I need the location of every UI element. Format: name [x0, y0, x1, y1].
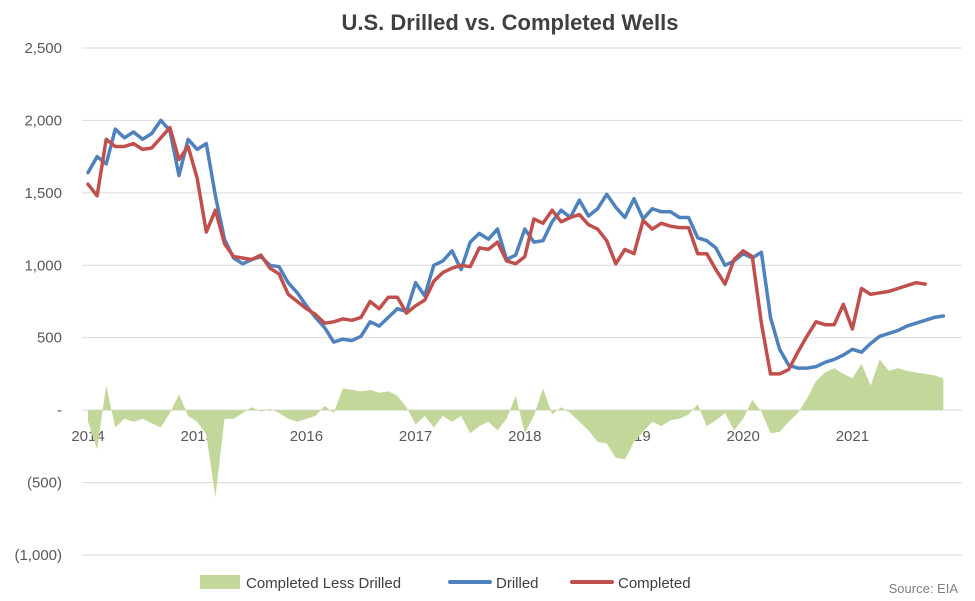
legend-swatch-completed-less-drilled: [200, 575, 240, 589]
y-tick-label: 2,500: [24, 40, 62, 57]
legend: Completed Less Drilled Drilled Completed: [200, 575, 691, 592]
x-tick-label: 2021: [836, 428, 869, 445]
x-tick-label: 2018: [508, 428, 541, 445]
legend-label-drilled: Drilled: [496, 575, 539, 592]
y-tick-label: 1,500: [24, 185, 62, 202]
y-axis-tick-labels: 2,500 2,000 1,500 1,000 500 - (500) (1,000): [14, 40, 62, 564]
source-note: Source: EIA: [889, 581, 959, 596]
y-tick-label: (500): [27, 475, 62, 492]
x-tick-label: 2020: [727, 428, 760, 445]
series-line-completed: [86, 125, 927, 376]
y-tick-label: 2,000: [24, 112, 62, 129]
x-tick-label: 2016: [290, 428, 323, 445]
legend-label-completed-less-drilled: Completed Less Drilled: [246, 575, 401, 592]
series-area-completed-less-drilled: [88, 359, 944, 498]
x-tick-label: 2017: [399, 428, 432, 445]
series-line-drilled: [86, 118, 946, 370]
y-tick-label: -: [57, 402, 62, 419]
y-tick-label: 500: [37, 330, 62, 347]
chart-title: U.S. Drilled vs. Completed Wells: [341, 10, 678, 35]
series-layer: [86, 118, 946, 498]
legend-label-completed: Completed: [618, 575, 691, 592]
y-tick-label: (1,000): [14, 547, 62, 564]
y-tick-label: 1,000: [24, 257, 62, 274]
